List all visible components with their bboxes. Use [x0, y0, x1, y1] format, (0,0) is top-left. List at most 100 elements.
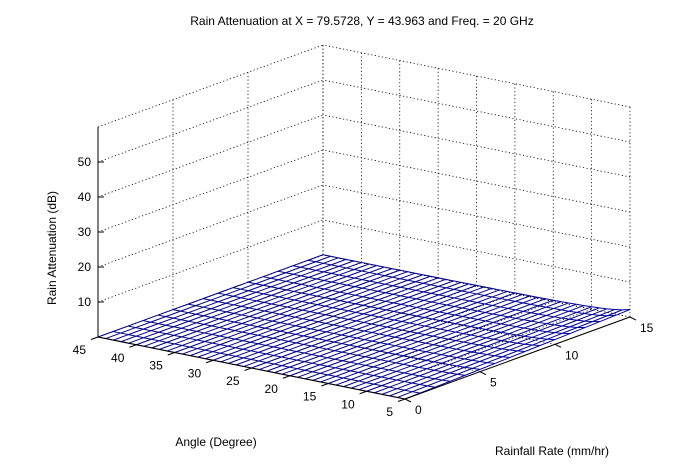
surface-mesh-segment: [516, 326, 525, 329]
surface-mesh-segment: [235, 341, 251, 349]
surface-mesh-segment: [392, 285, 401, 288]
surface-mesh-segment: [248, 293, 264, 300]
surface-mesh-segment: [416, 315, 425, 319]
surface-mesh-segment: [501, 342, 518, 350]
surface-mesh-segment: [425, 337, 441, 344]
surface-mesh-segment: [426, 362, 442, 370]
surface-mesh-segment: [295, 336, 312, 344]
surface-mesh-segment: [158, 331, 167, 335]
surface-mesh-segment: [387, 338, 403, 345]
surface-mesh-segment: [319, 350, 335, 357]
surface-mesh-segment: [376, 268, 393, 275]
surface-mesh-segment: [338, 274, 347, 277]
surface-mesh-segment: [500, 323, 509, 326]
attenuation-tick-label: 50: [78, 155, 92, 169]
surface-mesh-segment: [499, 289, 508, 292]
surface-mesh-segment: [392, 276, 401, 280]
surface-mesh-segment: [433, 338, 449, 346]
surface-mesh-segment: [232, 287, 241, 290]
surface-mesh-segment: [151, 341, 167, 349]
surface-mesh-segment: [438, 280, 454, 287]
surface-mesh-segment: [324, 291, 340, 299]
surface-mesh-segment: [531, 331, 548, 338]
surface-mesh-segment: [342, 368, 351, 372]
surface-mesh-segment: [277, 270, 286, 274]
surface-mesh-segment: [441, 371, 450, 374]
surface-mesh-segment: [258, 351, 267, 355]
surface-mesh-segment: [151, 333, 167, 340]
surface-mesh-segment: [539, 339, 556, 346]
surface-mesh-segment: [196, 334, 213, 341]
surface-mesh-segment: [301, 287, 317, 294]
surface-mesh-segment: [277, 265, 294, 272]
surface-mesh-segment: [264, 310, 273, 314]
surface-mesh-segment: [456, 359, 473, 367]
surface-mesh-segment: [532, 338, 548, 346]
surface-mesh-segment: [211, 333, 220, 337]
surface-mesh-segment: [303, 335, 312, 338]
surface-mesh-segment: [358, 380, 367, 384]
surface-mesh-segment: [538, 308, 554, 315]
surface-mesh-segment: [173, 312, 189, 319]
surface-mesh-segment: [311, 348, 328, 356]
surface-mesh-segment: [219, 338, 236, 346]
surface-mesh-segment: [373, 378, 390, 385]
surface-mesh-segment: [391, 268, 400, 271]
surface-mesh-segment: [454, 309, 471, 316]
rainfall-tick-mark: [629, 316, 637, 321]
surface-mesh-segment: [143, 328, 152, 332]
surface-mesh-segment: [311, 340, 327, 347]
surface-mesh-segment: [415, 272, 423, 276]
surface-mesh-segment: [408, 296, 417, 300]
surface-mesh-segment: [310, 322, 326, 330]
surface-mesh-segment: [357, 349, 373, 356]
surface-mesh-segment: [332, 307, 341, 310]
surface-mesh-segment: [233, 298, 249, 306]
surface-mesh-segment: [456, 365, 465, 368]
surface-mesh-segment: [325, 308, 341, 316]
surface-mesh-segment: [366, 385, 382, 392]
surface-mesh-segment: [530, 306, 547, 314]
surface-mesh-segment: [203, 315, 212, 318]
surface-mesh-segment: [508, 319, 524, 326]
surface-mesh-segment: [369, 283, 386, 291]
surface-mesh-segment: [584, 307, 600, 315]
surface-mesh-segment: [128, 337, 144, 344]
surface-mesh-segment: [425, 351, 434, 354]
surface-mesh-segment: [271, 312, 280, 315]
surface-mesh-segment: [278, 279, 287, 282]
surface-mesh-segment: [294, 308, 303, 311]
surface-mesh-segment: [373, 366, 382, 369]
surface-mesh-segment: [339, 277, 355, 285]
surface-mesh-segment: [478, 330, 494, 337]
surface-mesh-segment: [494, 347, 503, 350]
surface-mesh-segment: [249, 324, 258, 328]
surface-mesh-segment: [396, 373, 412, 381]
surface-mesh-segment: [327, 365, 336, 369]
surface-mesh-segment: [395, 348, 411, 355]
surface-mesh-segment: [357, 340, 373, 348]
angle-tick-mark: [90, 336, 99, 340]
surface-mesh-segment: [388, 360, 397, 364]
surface-mesh-segment: [446, 304, 455, 307]
surface-mesh-segment: [331, 281, 340, 285]
surface-mesh-segment: [424, 302, 440, 310]
surface-mesh-segment: [181, 330, 197, 338]
surface-mesh-segment: [462, 307, 470, 310]
surface-mesh-segment: [381, 385, 390, 388]
surface-mesh-segment: [331, 284, 348, 292]
surface-mesh-segment: [347, 287, 363, 295]
surface-mesh-segment: [372, 343, 388, 351]
surface-mesh-segment: [470, 317, 478, 320]
surface-mesh-segment: [319, 358, 336, 366]
surface-mesh-segment: [441, 354, 450, 357]
surface-mesh-segment: [358, 375, 374, 382]
surface-mesh-segment: [233, 295, 242, 299]
surface-mesh-segment: [296, 345, 312, 352]
surface-mesh-segment: [300, 275, 309, 278]
surface-mesh-segment: [362, 282, 378, 289]
surface-mesh-segment: [393, 305, 409, 312]
surface-mesh-segment: [166, 341, 175, 345]
surface-mesh-segment: [446, 290, 462, 297]
surface-mesh-segment: [455, 323, 463, 326]
